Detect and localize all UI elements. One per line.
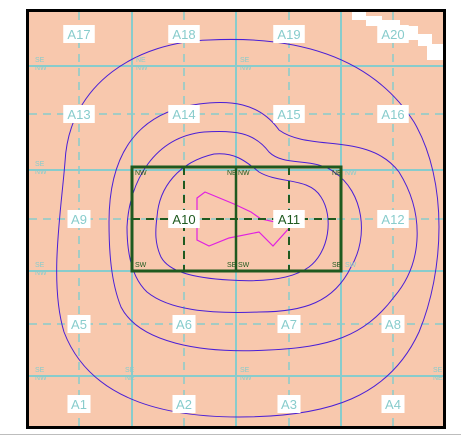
tile-label-text: A12 (381, 212, 404, 227)
tile-label-a13: A13 (63, 105, 95, 123)
corner-tag: SE (332, 262, 342, 269)
corner-tag: NW (345, 170, 357, 177)
tile-label-a5: A5 (67, 315, 91, 333)
tile-label-a12: A12 (377, 210, 409, 228)
tile-label-text: A11 (278, 212, 300, 227)
tile-label-text: A5 (71, 317, 87, 332)
contour-2 (108, 101, 418, 352)
map-frame[interactable]: A17 A18 A19 A20 A13 A14 A15 A16 A9 A10 A11 A12 A5 A6 A… (26, 9, 446, 429)
tile-label-text: A14 (172, 107, 195, 122)
tile-label-bg (273, 210, 305, 228)
corner-tag: NW (238, 170, 250, 177)
contour-3 (126, 130, 362, 313)
tile-label-bg (377, 210, 409, 228)
tile-label-a3: A3 (277, 395, 301, 413)
tile-label-bg (381, 395, 405, 413)
tile-label-a8: A8 (381, 315, 405, 333)
tile-label-bg (67, 395, 91, 413)
tile-label-bg (63, 25, 95, 43)
corner-tag: SE (35, 57, 45, 64)
tile-label-a17: A17 (63, 25, 95, 43)
tile-label-bg (172, 315, 196, 333)
corner-tag: NW (35, 270, 47, 277)
corner-labels: SENWNENWSENWNWSENWNWNENWNENWSENWSWSESWSE… (35, 57, 443, 382)
corner-tag: NE (433, 375, 443, 382)
tile-label-text: A1 (71, 397, 87, 412)
corner-tag: NW (35, 169, 47, 176)
tile-label-a19: A19 (273, 25, 305, 43)
tile-label-text: A17 (67, 27, 90, 42)
corner-tag: SE (240, 57, 250, 64)
tile-label-bg (273, 105, 305, 123)
tile-label-a6: A6 (172, 315, 196, 333)
tile-label-text: A2 (176, 397, 192, 412)
tile-label-bg (67, 210, 91, 228)
tile-label-bg (381, 315, 405, 333)
corner-tag: NW (240, 375, 252, 382)
contour-4 (155, 153, 329, 282)
map-canvas[interactable]: A17 A18 A19 A20 A13 A14 A15 A16 A9 A10 A11 A12 A5 A6 A… (29, 12, 443, 426)
corner-tag: NE (125, 375, 135, 382)
contour-lines (56, 38, 440, 418)
tile-label-bg (273, 25, 305, 43)
tile-label-a9: A9 (67, 210, 91, 228)
tile-label-bg (168, 210, 200, 228)
tile-label-text: A16 (381, 107, 404, 122)
corner-tag: NE (136, 57, 146, 64)
corner-tag: SW (345, 262, 357, 269)
corner-tag: NE (227, 170, 237, 177)
status-divider (0, 434, 461, 435)
tile-label-bg (67, 315, 91, 333)
tile-label-bg (277, 395, 301, 413)
corner-tag: SW (135, 262, 147, 269)
tile-label-text: A19 (277, 27, 300, 42)
corner-tag: SE (433, 367, 443, 374)
corner-tag: SE (227, 262, 237, 269)
tile-label-text: A7 (281, 317, 297, 332)
tile-label-text: A15 (277, 107, 300, 122)
tile-label-a11: A11 (273, 210, 305, 228)
corner-tag: NW (35, 375, 47, 382)
tile-label-text: A18 (172, 27, 195, 42)
corner-tag: NW (35, 65, 47, 72)
contour-outer (56, 38, 440, 418)
tile-label-text: A13 (67, 107, 90, 122)
tile-label-a2: A2 (172, 395, 196, 413)
tile-label-text: A10 (172, 212, 195, 227)
tile-label-bg (172, 395, 196, 413)
tile-label-text: A20 (381, 27, 404, 42)
tile-label-a20: A20 (377, 25, 409, 43)
corner-tag: SE (35, 262, 45, 269)
corner-tag: NE (332, 170, 342, 177)
tile-label-a1: A1 (67, 395, 91, 413)
corner-tag: SE (35, 161, 45, 168)
tile-label-a16: A16 (377, 105, 409, 123)
corner-tag: NW (135, 170, 147, 177)
tile-label-a18: A18 (168, 25, 200, 43)
tile-label-a10: A10 (168, 210, 200, 228)
tile-label-a7: A7 (277, 315, 301, 333)
tile-label-a4: A4 (381, 395, 405, 413)
tile-label-bg (168, 105, 200, 123)
tile-label-a15: A15 (273, 105, 305, 123)
tile-label-bg (377, 25, 409, 43)
tile-label-text: A9 (71, 212, 87, 227)
corner-tag: SE (35, 367, 45, 374)
tile-label-text: A6 (176, 317, 192, 332)
tile-label-bg (168, 25, 200, 43)
tile-label-text: A4 (385, 397, 401, 412)
tile-labels: A17 A18 A19 A20 A13 A14 A15 A16 A9 A10 A11 A12 A5 A6 A… (63, 25, 409, 413)
corner-tag: SE (125, 367, 135, 374)
corner-tag: NW (136, 65, 148, 72)
corner-tag: SW (238, 262, 250, 269)
tile-label-bg (63, 105, 95, 123)
corner-tag: NW (240, 65, 252, 72)
tile-label-text: A8 (385, 317, 401, 332)
tile-label-text: A3 (281, 397, 297, 412)
tile-label-a14: A14 (168, 105, 200, 123)
corner-tag: SE (240, 367, 250, 374)
study-area-box (130, 165, 343, 273)
tile-label-bg (277, 315, 301, 333)
tile-label-bg (377, 105, 409, 123)
